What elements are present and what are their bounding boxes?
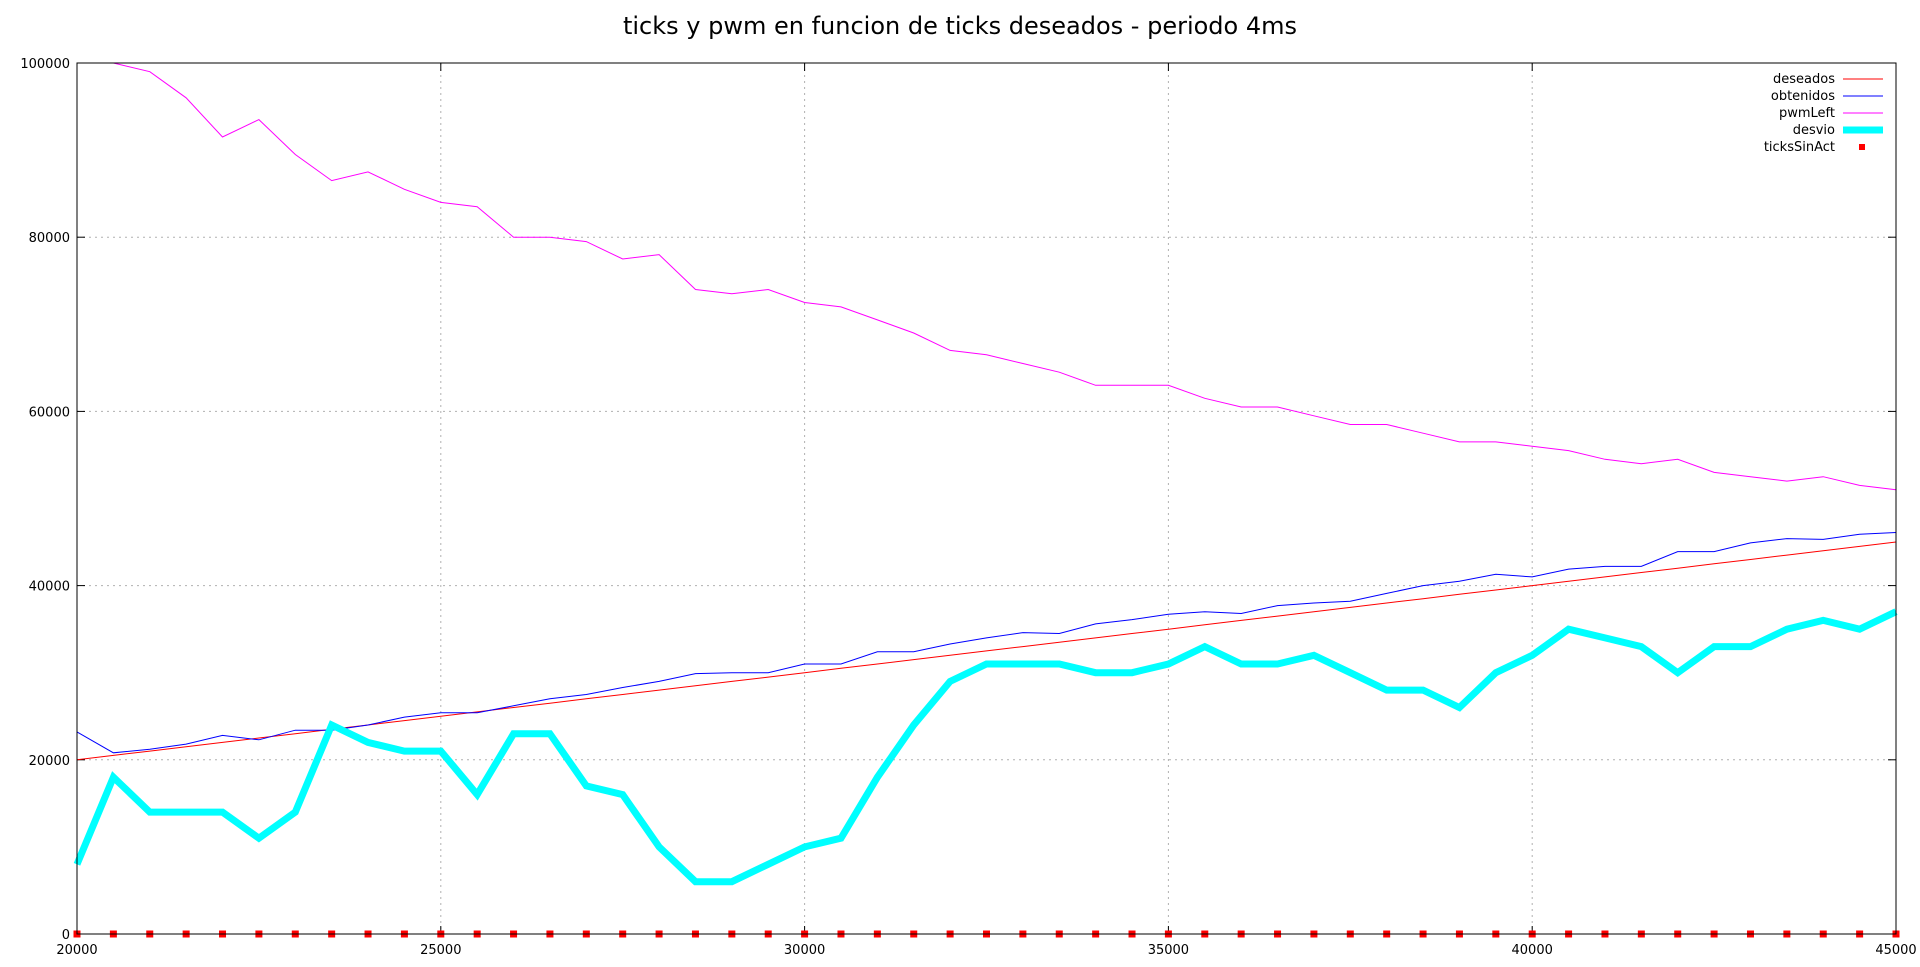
plot-border bbox=[76, 62, 1897, 935]
y-tick-label: 20000 bbox=[29, 754, 70, 769]
x-tick-label: 20000 bbox=[56, 943, 97, 958]
y-tick-label: 80000 bbox=[29, 231, 70, 246]
series-line-deseados bbox=[76, 541, 1897, 761]
legend-label-deseados: deseados bbox=[1773, 72, 1835, 87]
x-tick-label: 30000 bbox=[784, 943, 825, 958]
chart-title: ticks y pwm en funcion de ticks deseados… bbox=[623, 12, 1297, 40]
series-line-desvio bbox=[73, 608, 1898, 886]
grid bbox=[77, 63, 1896, 934]
x-tick-label: 45000 bbox=[1875, 943, 1916, 958]
plot-area bbox=[73, 62, 1900, 938]
x-tick-label: 35000 bbox=[1148, 943, 1189, 958]
y-tick-label: 0 bbox=[62, 928, 70, 943]
series-line-pwmleft bbox=[77, 62, 1897, 491]
legend-label-obtenidos: obtenidos bbox=[1771, 89, 1835, 104]
y-tick-label: 100000 bbox=[20, 57, 70, 72]
legend-label-tickssinact: ticksSinAct bbox=[1764, 140, 1835, 155]
x-tick-label: 25000 bbox=[420, 943, 461, 958]
legend-swatch-tickssinact bbox=[1859, 144, 1865, 150]
x-tick-label: 40000 bbox=[1512, 943, 1553, 958]
legend-label-pwmleft: pwmLeft bbox=[1779, 106, 1835, 121]
y-tick-label: 60000 bbox=[29, 405, 70, 420]
series-line-obtenidos bbox=[76, 532, 1897, 754]
legend-label-desvio: desvio bbox=[1793, 123, 1835, 138]
legend: deseados obtenidos pwmLeft desvio ticksSinAc… bbox=[1764, 72, 1883, 155]
y-tick-label: 40000 bbox=[29, 580, 70, 595]
